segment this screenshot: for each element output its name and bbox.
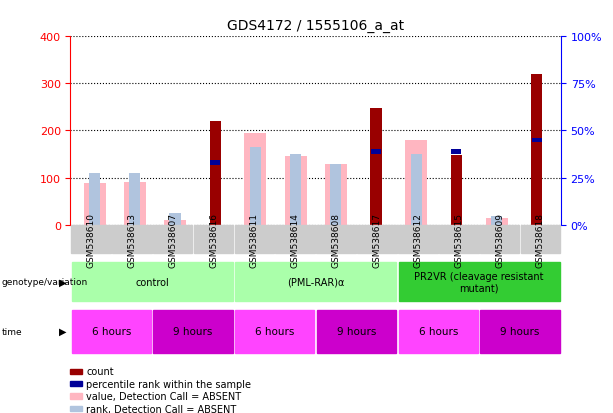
Text: GSM538616: GSM538616 — [209, 212, 218, 267]
Bar — [451, 150, 462, 154]
Bar — [330, 165, 341, 225]
Bar — [245, 133, 267, 225]
Bar — [325, 165, 347, 225]
Text: ▶: ▶ — [59, 326, 66, 337]
Text: PR2VR (cleavage resistant
mutant): PR2VR (cleavage resistant mutant) — [414, 271, 544, 293]
Bar — [531, 75, 543, 225]
Text: GSM538614: GSM538614 — [291, 212, 300, 267]
Bar — [249, 147, 261, 225]
Text: count: count — [86, 366, 114, 377]
Bar — [371, 150, 381, 154]
Text: GSM538607: GSM538607 — [168, 212, 177, 267]
Text: time: time — [2, 327, 23, 336]
Bar — [210, 161, 220, 166]
Text: 9 hours: 9 hours — [500, 326, 539, 337]
Bar — [491, 217, 502, 225]
Text: GSM538612: GSM538612 — [413, 212, 422, 267]
Bar — [485, 218, 508, 225]
Title: GDS4172 / 1555106_a_at: GDS4172 / 1555106_a_at — [227, 19, 404, 33]
Bar — [370, 109, 382, 225]
Text: (PML-RAR)α: (PML-RAR)α — [287, 277, 345, 287]
Bar — [124, 183, 146, 225]
Bar — [411, 154, 422, 225]
Bar — [89, 173, 101, 225]
Bar — [290, 154, 301, 225]
Text: GSM538608: GSM538608 — [332, 212, 341, 267]
Text: GSM538618: GSM538618 — [536, 212, 545, 267]
Bar — [284, 157, 306, 225]
Text: GSM538613: GSM538613 — [128, 212, 136, 267]
Bar — [164, 221, 186, 225]
Text: GSM538615: GSM538615 — [454, 212, 463, 267]
Text: ▶: ▶ — [59, 277, 66, 287]
Text: GSM538611: GSM538611 — [250, 212, 259, 267]
Text: 9 hours: 9 hours — [173, 326, 213, 337]
Bar — [169, 214, 181, 225]
Text: 9 hours: 9 hours — [337, 326, 376, 337]
Text: 6 hours: 6 hours — [419, 326, 458, 337]
Bar — [83, 184, 105, 225]
Text: GSM538609: GSM538609 — [495, 212, 504, 267]
Text: genotype/variation: genotype/variation — [2, 278, 88, 286]
Text: percentile rank within the sample: percentile rank within the sample — [86, 379, 251, 389]
Bar — [210, 122, 221, 225]
Text: 6 hours: 6 hours — [92, 326, 131, 337]
Bar — [405, 140, 427, 225]
Bar — [129, 173, 140, 225]
Text: GSM538610: GSM538610 — [86, 212, 96, 267]
Text: control: control — [135, 277, 169, 287]
Bar — [451, 156, 462, 225]
Text: GSM538617: GSM538617 — [373, 212, 381, 267]
Bar — [531, 138, 542, 143]
Text: value, Detection Call = ABSENT: value, Detection Call = ABSENT — [86, 391, 242, 401]
Text: rank, Detection Call = ABSENT: rank, Detection Call = ABSENT — [86, 404, 237, 413]
Text: 6 hours: 6 hours — [255, 326, 294, 337]
